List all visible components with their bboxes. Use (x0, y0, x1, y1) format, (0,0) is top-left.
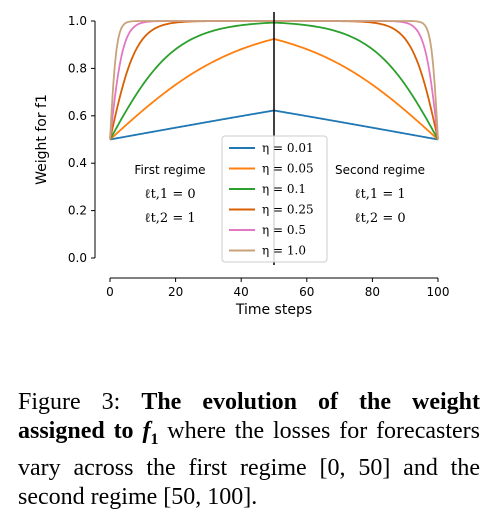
second-regime-title: Second regime (335, 163, 425, 177)
legend-label: η = 0.25 (262, 203, 314, 217)
y-axis-label: Weight for f1 (34, 94, 50, 185)
x-tick-label: 0 (106, 285, 114, 299)
x-tick-label: 60 (299, 285, 314, 299)
second-regime-loss2: ℓt,2 = 0 (354, 211, 405, 226)
legend-label: η = 0.5 (262, 223, 306, 237)
x-tick-label: 40 (234, 285, 249, 299)
y-tick-label: 0.8 (68, 61, 87, 75)
legend-label: η = 0.1 (262, 182, 306, 196)
legend-label: η = 1.0 (262, 244, 306, 258)
y-tick-label: 0.2 (68, 204, 87, 218)
y-tick-label: 0.6 (68, 109, 87, 123)
first-regime-title: First regime (134, 163, 205, 177)
y-tick-label: 0.4 (68, 156, 87, 170)
caption-prefix: Figure 3: (18, 389, 141, 415)
second-regime-loss1: ℓt,1 = 1 (354, 187, 405, 202)
first-regime-loss2: ℓt,2 = 1 (144, 211, 195, 226)
x-axis-label: Time steps (235, 302, 312, 318)
legend-label: η = 0.05 (262, 162, 314, 176)
x-tick-label: 80 (365, 285, 380, 299)
first-regime-loss1: ℓt,1 = 0 (144, 187, 195, 202)
x-tick-label: 20 (168, 285, 183, 299)
legend: η = 0.01 η = 0.05 η = 0.1 η = 0.25 η = 0.5 η … (222, 136, 327, 262)
y-tick-label: 0.0 (68, 251, 87, 265)
figure-caption: Figure 3: The evolution of the weight as… (18, 388, 480, 512)
x-tick-label: 100 (427, 285, 450, 299)
legend-label: η = 0.01 (262, 141, 314, 155)
y-tick-label: 1.0 (68, 14, 87, 28)
weight-evolution-chart: 0.0 0.2 0.4 0.6 0.8 1.0 0 20 40 60 80 100 Time steps… (0, 0, 497, 330)
